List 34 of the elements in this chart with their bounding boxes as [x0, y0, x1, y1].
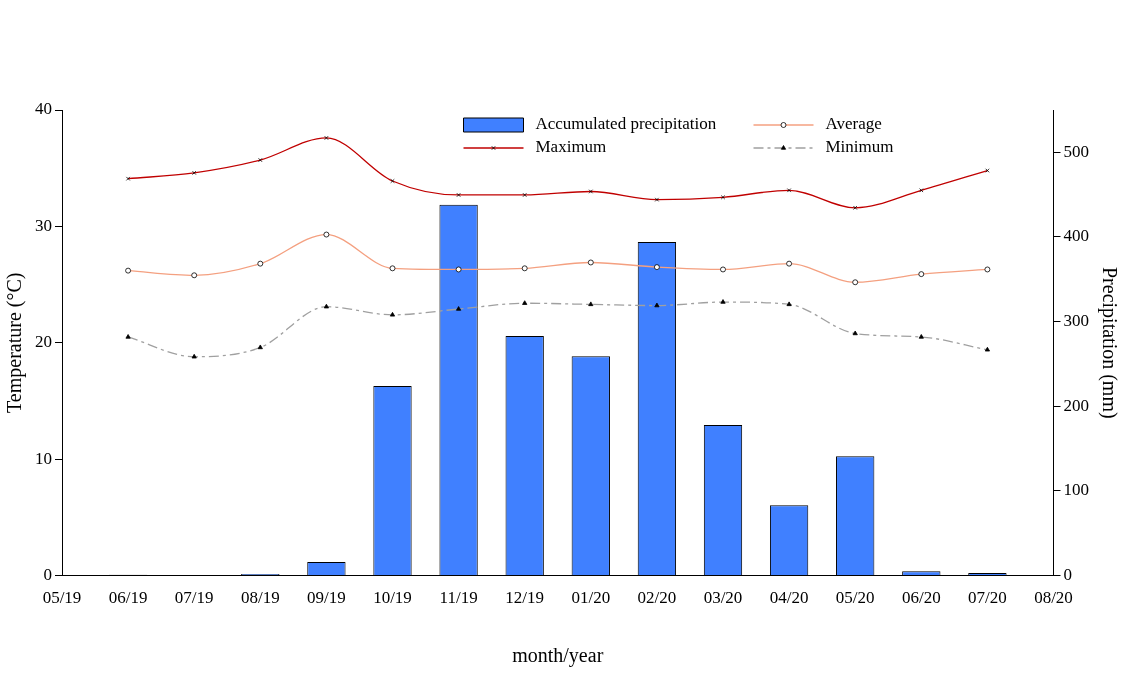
y-tick-label: 10 [35, 448, 52, 468]
y-tick-label: 30 [35, 215, 52, 235]
x-tick-label: 09/19 [307, 588, 346, 608]
x-tick-label: 06/19 [108, 588, 148, 608]
y-tick-label: 0 [43, 565, 52, 585]
x-tick-label: 08/20 [1034, 588, 1073, 608]
x-tick-label: 11/19 [439, 588, 478, 608]
x-tick-label: 08/19 [240, 588, 280, 608]
x-tick-label: 04/20 [769, 588, 809, 608]
y-tick-label: 20 [35, 332, 52, 352]
legend-label: Average [825, 114, 882, 134]
x-tick-label: 03/20 [703, 588, 743, 608]
y2-tick-label: 400 [1063, 226, 1089, 246]
x-tick-label: 07/20 [968, 588, 1007, 608]
y2-tick-label: 200 [1063, 395, 1089, 415]
x-tick-label: 05/19 [42, 588, 82, 608]
y2-tick-label: 500 [1063, 141, 1089, 161]
x-axis-title: month/year [512, 644, 604, 668]
legend-label: Minimum [825, 137, 894, 157]
y2-tick-label: 300 [1063, 311, 1089, 331]
y2-axis-title: Precipitation (mm) [1097, 266, 1121, 419]
y-tick-label: 40 [35, 99, 52, 119]
legend-label: Accumulated precipitation [535, 114, 717, 134]
x-tick-label: 12/19 [505, 588, 545, 608]
x-tick-label: 07/19 [174, 588, 214, 608]
y2-tick-label: 100 [1063, 480, 1089, 500]
x-tick-label: 05/20 [835, 588, 875, 608]
y2-tick-label: 0 [1063, 565, 1072, 585]
x-tick-label: 06/20 [901, 588, 941, 608]
y-axis-title: Temperature (°C) [3, 272, 27, 414]
legend-label: Maximum [535, 137, 607, 157]
x-tick-label: 10/19 [373, 588, 412, 608]
x-tick-label: 01/20 [571, 588, 611, 608]
x-tick-label: 02/20 [637, 588, 677, 608]
